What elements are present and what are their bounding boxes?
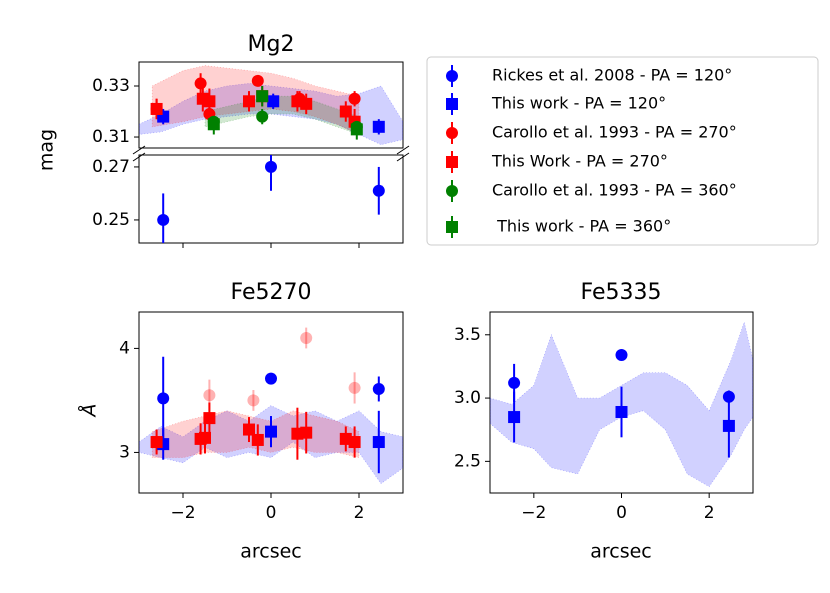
marker-circle (348, 92, 361, 105)
marker-square (350, 123, 363, 136)
x-tick-label: 2 (704, 503, 715, 523)
marker-square (203, 412, 216, 425)
legend-marker (446, 98, 458, 110)
marker-circle (300, 332, 313, 345)
x-axis-label: arcsec (590, 541, 652, 563)
x-tick-label: 0 (266, 503, 277, 523)
marker-circle (265, 372, 277, 385)
legend-label: Carollo et al. 1993 - PA = 270° (492, 123, 737, 142)
marker-circle (265, 160, 277, 173)
legend-marker (446, 221, 458, 233)
marker-square (339, 105, 352, 118)
marker-square (207, 118, 220, 131)
legend-label: This work - PA = 120° (491, 94, 666, 113)
y-tick-label: 0.25 (92, 210, 130, 230)
marker-square (203, 95, 216, 108)
x-tick-label: −2 (521, 503, 546, 523)
legend-label: This Work - PA = 270° (491, 152, 668, 171)
marker-square (348, 436, 361, 449)
marker-square (150, 102, 163, 115)
marker-square (722, 419, 735, 432)
legend-marker (446, 127, 458, 139)
marker-square (372, 120, 385, 133)
x-axis-label: arcsec (240, 541, 302, 563)
marker-circle (372, 382, 385, 395)
y-axis-label: Å (78, 404, 101, 419)
y-tick-label: 3.0 (454, 388, 481, 408)
marker-circle (615, 349, 628, 362)
y-tick-label: 0.31 (92, 127, 130, 147)
legend-box (426, 56, 819, 246)
x-tick-label: −2 (170, 503, 195, 523)
marker-square (267, 95, 280, 108)
marker-square (615, 405, 628, 418)
marker-circle (372, 184, 385, 197)
marker-square (300, 426, 313, 439)
y-tick-label: 2.5 (454, 451, 481, 471)
marker-circle (157, 213, 170, 226)
marker-circle (508, 376, 521, 389)
legend-label: Rickes et al. 2008 - PA = 120° (492, 66, 732, 85)
marker-square (243, 423, 255, 436)
y-tick-label: 3.5 (454, 325, 481, 345)
marker-circle (348, 381, 361, 394)
y-tick-label: 4 (119, 338, 130, 358)
panel-title: Mg2 (248, 32, 295, 57)
panel-title: Fe5335 (581, 280, 662, 305)
marker-circle (157, 392, 170, 405)
plot-area (490, 321, 753, 488)
marker-circle (194, 77, 207, 90)
axes-frame (138, 311, 404, 494)
marker-square (150, 436, 163, 449)
axes-frame (138, 61, 404, 149)
marker-square (508, 411, 521, 424)
y-axis-label: mag (36, 129, 58, 171)
plot-area (162, 155, 380, 243)
marker-square (265, 425, 277, 438)
legend-label: Carollo et al. 1993 - PA = 360° (492, 181, 737, 200)
y-tick-label: 0.27 (92, 157, 130, 177)
y-tick-label: 0.33 (92, 76, 130, 96)
legend-marker (446, 70, 458, 82)
y-tick-label: 3 (119, 442, 130, 462)
marker-square (300, 97, 313, 110)
legend-marker (446, 156, 458, 168)
marker-square (372, 436, 385, 449)
marker-square (256, 90, 269, 103)
marker-circle (722, 390, 735, 403)
marker-square (243, 95, 255, 108)
marker-circle (256, 110, 269, 123)
x-tick-label: 0 (616, 503, 627, 523)
legend-label: This work - PA = 360° (492, 217, 671, 236)
panel-title: Fe5270 (231, 280, 312, 305)
plot-area (139, 327, 403, 485)
legend-marker (446, 185, 458, 197)
x-tick-label: 2 (354, 503, 365, 523)
marker-circle (251, 74, 264, 87)
marker-square (199, 431, 211, 444)
marker-circle (203, 389, 216, 402)
marker-square (251, 433, 264, 446)
marker-circle (247, 394, 260, 407)
